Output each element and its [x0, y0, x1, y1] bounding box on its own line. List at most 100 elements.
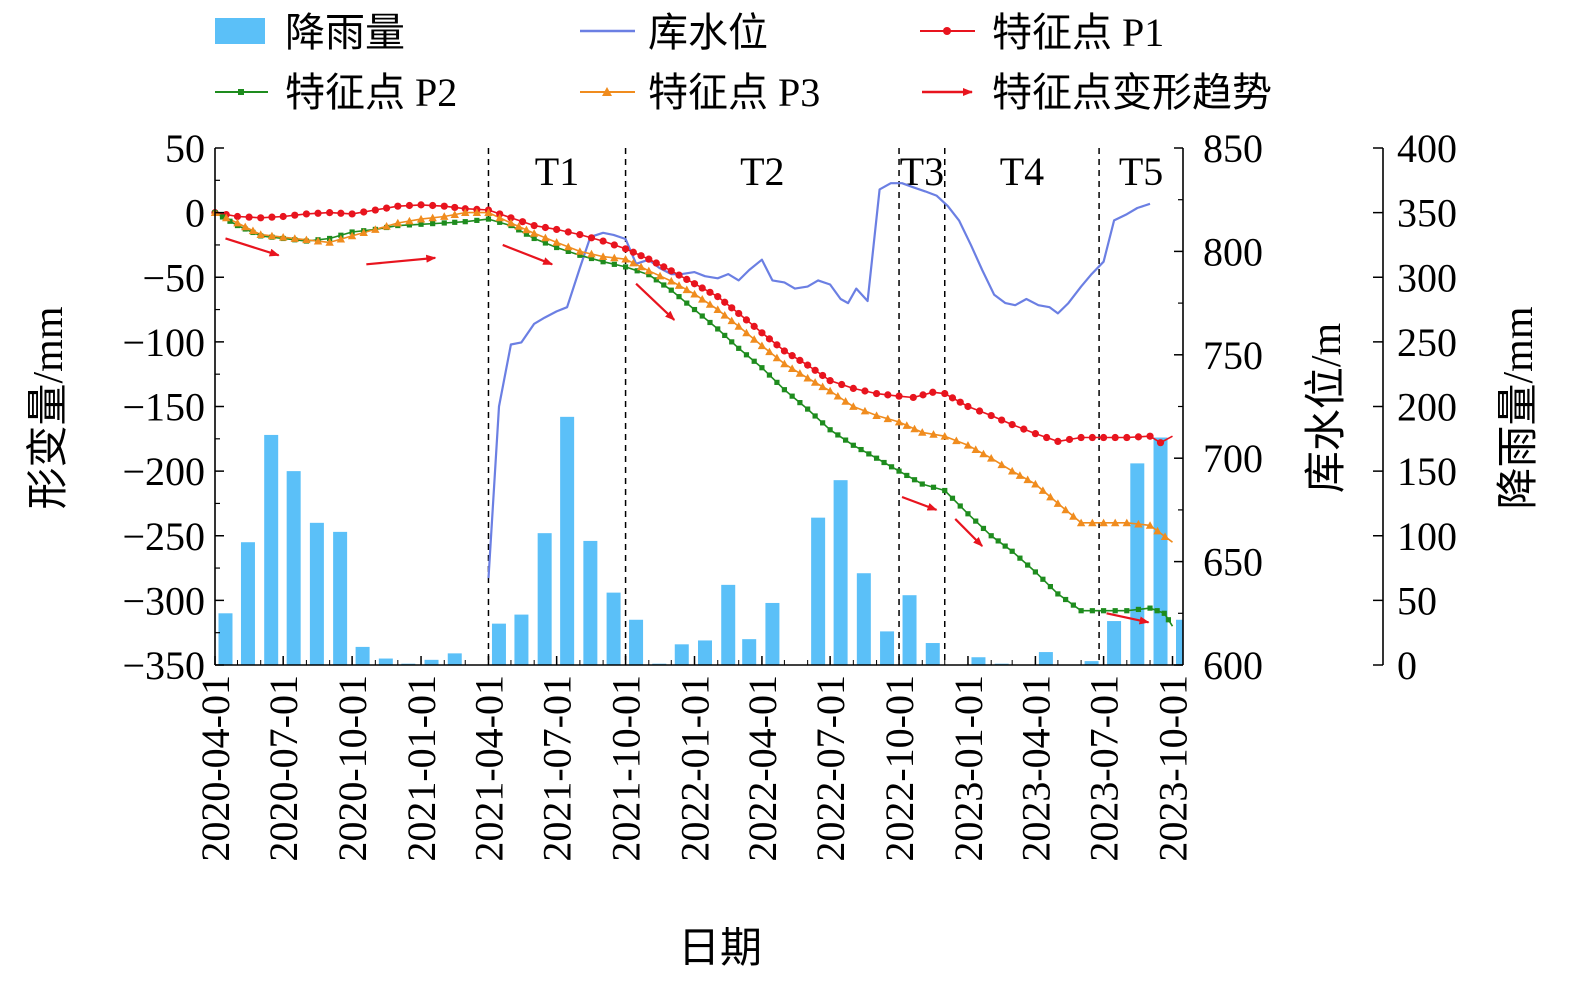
marker-p3	[564, 242, 573, 251]
left-tick-label: 0	[185, 191, 205, 236]
rain-bar	[902, 595, 917, 665]
marker-p3	[963, 441, 973, 449]
marker-p1	[884, 391, 892, 399]
marker-p1	[838, 380, 846, 389]
marker-p3	[1076, 518, 1086, 527]
marker-p2	[565, 248, 571, 254]
right1-tick-label: 650	[1203, 540, 1263, 585]
marker-p1	[233, 212, 242, 221]
marker-p3	[772, 353, 782, 362]
rain-bar	[264, 434, 279, 665]
rain-bar	[856, 573, 871, 665]
marker-p1	[826, 377, 834, 385]
marker-p2	[736, 345, 742, 351]
x-tick-label: 2023-01-01	[946, 675, 991, 862]
marker-p1	[645, 255, 653, 263]
marker-p1	[987, 411, 995, 420]
marker-p3	[849, 402, 858, 410]
marker-p3	[529, 229, 539, 237]
marker-p1	[1008, 420, 1016, 429]
marker-p2	[774, 379, 780, 385]
marker-p1	[337, 209, 345, 217]
marker-p1	[302, 210, 311, 218]
marker-p3	[833, 391, 843, 400]
marker-p2	[973, 518, 979, 524]
marker-p3	[997, 460, 1006, 469]
marker-p2	[930, 484, 937, 490]
period-label: T3	[900, 149, 944, 194]
marker-p3	[1061, 505, 1070, 514]
marker-p1	[1099, 433, 1108, 442]
marker-p3	[734, 322, 743, 330]
marker-p2	[699, 313, 705, 319]
marker-p3	[541, 233, 550, 242]
marker-p1	[721, 298, 729, 306]
marker-p1	[714, 293, 722, 301]
marker-p2	[820, 420, 826, 426]
marker-p2	[1055, 591, 1061, 597]
rain-bar	[833, 480, 848, 665]
marker-p3	[233, 218, 242, 227]
marker-p2	[452, 219, 458, 225]
rain-bar	[880, 631, 895, 665]
marker-p3	[514, 222, 523, 230]
marker-p3	[359, 228, 368, 237]
marker-p3	[720, 310, 729, 319]
x-tick-label: 2023-07-01	[1082, 675, 1127, 862]
marker-p1	[690, 280, 699, 288]
x-tick-label: 2021-01-01	[399, 675, 444, 862]
right1-axis-title: 库水位/m	[1303, 323, 1350, 494]
trend-arrow	[1106, 612, 1150, 625]
trend-arrow	[954, 518, 983, 547]
marker-p2	[1100, 608, 1107, 614]
marker-p2	[881, 459, 887, 466]
marker-p3	[222, 213, 231, 222]
rain-bar	[742, 639, 757, 665]
marker-p1	[429, 201, 437, 210]
rain-bar	[1107, 621, 1122, 665]
marker-p3	[1145, 521, 1155, 529]
marker-p2	[835, 432, 841, 438]
marker-p2	[668, 287, 674, 293]
marker-p1	[1065, 435, 1074, 444]
right2-tick-label: 300	[1397, 255, 1457, 300]
marker-p3	[256, 230, 265, 238]
legend-p1-label: 特征点 P1	[992, 10, 1164, 55]
marker-p1	[1020, 425, 1028, 433]
x-axis-title: 日期	[678, 926, 762, 972]
marker-p1	[919, 391, 927, 399]
marker-p2	[842, 437, 849, 443]
marker-p3	[313, 236, 323, 245]
right2-tick-label: 150	[1397, 449, 1457, 494]
marker-p3	[267, 231, 277, 240]
marker-p3	[952, 436, 961, 445]
rain-bar	[674, 644, 689, 665]
rain-bar	[697, 640, 712, 665]
marker-p1	[861, 387, 869, 395]
series-markers	[210, 201, 1171, 623]
x-tick-label: 2021-04-01	[466, 675, 511, 862]
left-tick-label: −50	[142, 255, 205, 300]
marker-p2	[1112, 608, 1118, 614]
marker-p2	[418, 221, 424, 227]
marker-p1	[518, 218, 527, 226]
marker-p1	[382, 204, 391, 212]
marker-p2	[1017, 555, 1023, 561]
marker-p2	[646, 272, 652, 278]
trend-arrow	[502, 243, 554, 266]
period-label: T4	[1000, 149, 1044, 194]
marker-p3	[347, 231, 357, 240]
marker-p1	[530, 221, 538, 230]
marker-p3	[302, 235, 311, 244]
marker-p2	[949, 495, 956, 501]
marker-p3	[795, 369, 805, 377]
marker-p2	[759, 365, 765, 371]
legend-water-label: 库水位	[648, 10, 768, 55]
marker-p3	[825, 386, 835, 395]
legend-p2-marker	[238, 89, 244, 95]
period-label: T5	[1119, 149, 1163, 194]
marker-p2	[622, 264, 629, 270]
right1-tick-label: 800	[1203, 229, 1263, 274]
marker-p2	[497, 219, 503, 225]
marker-p2	[1161, 610, 1167, 616]
